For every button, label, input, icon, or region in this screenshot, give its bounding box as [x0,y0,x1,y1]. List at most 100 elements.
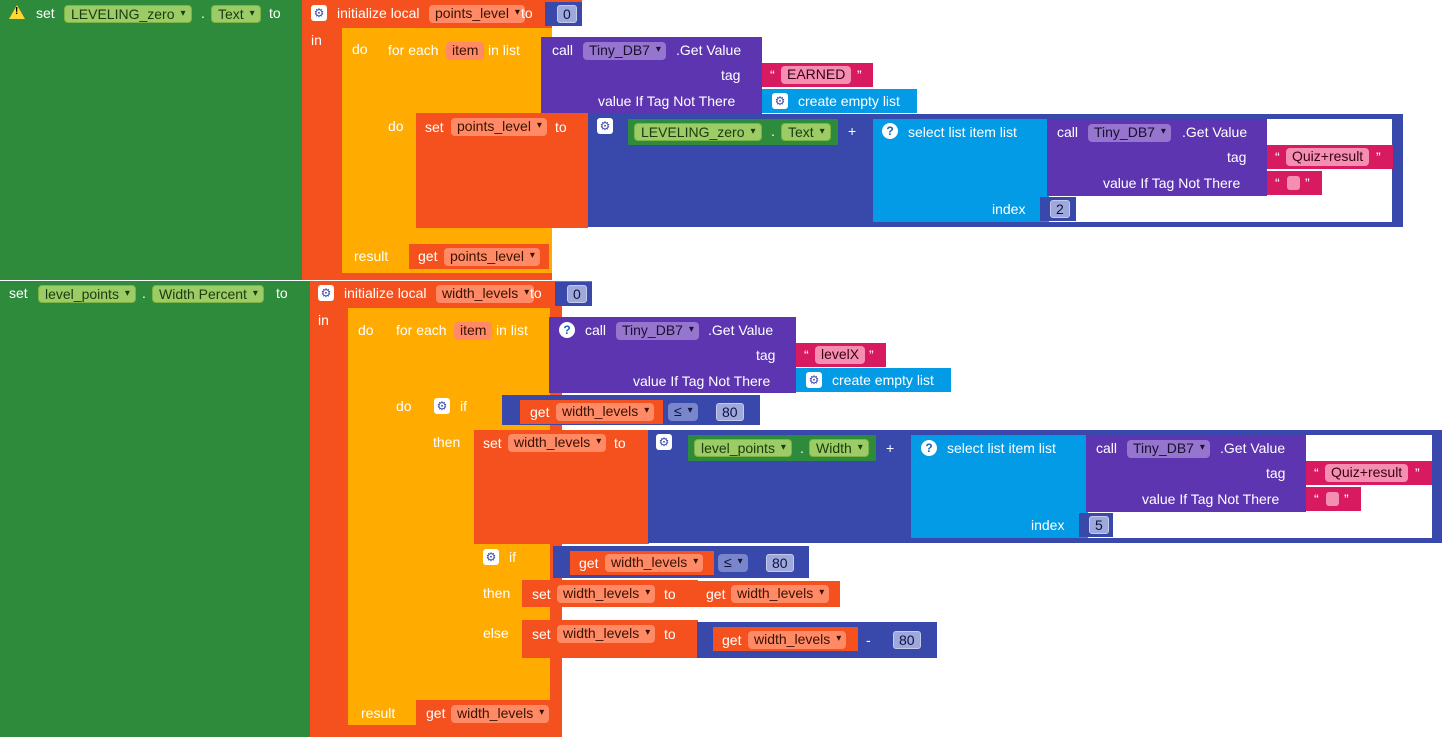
help-icon[interactable]: ? [882,123,898,139]
warning-mark: ! [15,6,19,17]
help-icon[interactable]: ? [559,322,575,338]
set-var-dropdown[interactable]: width_levels [557,625,656,643]
gear-icon[interactable]: ⚙ [318,285,334,301]
set-var-dropdown[interactable]: points_level [451,118,547,136]
set-var-dropdown[interactable]: width_levels [557,585,656,603]
property-dropdown[interactable]: Text [781,123,831,141]
number-field[interactable]: 2 [1050,200,1070,218]
create-empty-label: create empty list [798,93,900,109]
get-keyword: get [426,705,446,721]
component-dropdown[interactable]: LEVELING_zero [64,5,192,23]
operator-dropdown[interactable]: ≤ [718,554,748,572]
init-local-label: initialize local [337,5,420,21]
set-keyword: set [425,119,444,135]
number-field[interactable]: 80 [766,554,794,572]
set-var-dropdown[interactable]: width_levels [508,434,607,452]
get-var-dropdown[interactable]: width_levels [605,554,704,572]
set-block-leveling-zero[interactable] [0,0,302,280]
to-keyword: to [269,5,281,21]
text-field[interactable]: levelX [815,346,866,364]
empty-text-field[interactable] [1326,492,1339,506]
number-field[interactable]: 0 [557,5,577,23]
gear-icon[interactable]: ⚙ [311,5,327,21]
set-block-level-points[interactable] [0,281,310,737]
gear-icon[interactable]: ⚙ [806,372,822,388]
select-list-item-block[interactable] [911,435,1088,538]
get-var-dropdown[interactable]: width_levels [556,403,655,421]
valueif-label: value If Tag Not There [1142,491,1280,507]
dot-label: . [142,285,146,301]
else-keyword: else [483,625,509,641]
quote-close: ” [869,347,874,363]
result-keyword: result [354,248,389,264]
quote-close: ” [1376,149,1381,165]
call-keyword: call [1057,124,1079,140]
local-var-name[interactable]: points_level [429,5,525,23]
db-dropdown[interactable]: Tiny_DB7 [616,322,699,340]
gear-icon[interactable]: ⚙ [434,398,450,414]
if-keyword: if [509,549,516,565]
quote-close: ” [1305,175,1310,191]
get-var-dropdown[interactable]: width_levels [451,705,550,723]
number-field[interactable]: 0 [567,285,587,303]
create-empty-label: create empty list [832,372,934,388]
if-then-else-block[interactable] [474,545,530,670]
quote-open: “ [1314,491,1319,507]
number-field[interactable]: 80 [893,631,921,649]
item-var[interactable]: item [446,42,485,60]
quote-close: ” [1344,491,1349,507]
dot-label: . [800,440,804,456]
local-var-name[interactable]: width_levels [436,285,535,303]
getvalue-label: .Get Value [1220,440,1286,456]
text-field[interactable]: EARNED [781,66,852,84]
text-field[interactable]: Quiz+result [1286,148,1370,166]
empty-text-field[interactable] [1287,176,1300,190]
get-var-dropdown[interactable]: width_levels [748,631,847,649]
get-keyword: get [706,586,726,602]
quote-open: “ [1275,149,1280,165]
set-keyword: set [9,285,28,301]
plus-label: + [886,440,895,456]
help-icon[interactable]: ? [921,440,937,456]
warning-icon[interactable] [9,5,25,19]
do-keyword: do [352,41,368,57]
gear-icon[interactable]: ⚙ [597,118,613,134]
call-keyword: call [552,42,574,58]
component-dropdown[interactable]: LEVELING_zero [634,123,762,141]
db-dropdown[interactable]: Tiny_DB7 [1127,440,1210,458]
gear-icon[interactable]: ⚙ [483,549,499,565]
db-dropdown[interactable]: Tiny_DB7 [1088,124,1171,142]
operator-dropdown[interactable]: ≤ [668,403,698,421]
item-var[interactable]: item [454,322,493,340]
to-keyword: to [276,285,288,301]
component-dropdown[interactable]: level_points [38,285,136,303]
quote-close: ” [1415,465,1420,481]
db-dropdown[interactable]: Tiny_DB7 [583,42,666,60]
getvalue-label: .Get Value [1182,124,1248,140]
component-dropdown[interactable]: level_points [694,439,792,457]
to-keyword: to [664,626,676,642]
get-var-dropdown[interactable]: points_level [444,248,540,266]
select-list-item-block[interactable] [873,119,1049,222]
number-field[interactable]: 80 [716,403,744,421]
quote-open: “ [1275,175,1280,191]
text-field[interactable]: Quiz+result [1325,464,1409,482]
then-keyword: then [433,434,461,450]
property-dropdown[interactable]: Width Percent [152,285,264,303]
in-list-keyword: in list [496,322,528,338]
to-keyword: to [521,5,533,21]
gear-icon[interactable]: ⚙ [772,93,788,109]
for-each-keyword: for each [388,42,439,58]
gear-icon[interactable]: ⚙ [656,434,672,450]
valueif-label: value If Tag Not There [598,93,736,109]
to-keyword: to [664,586,676,602]
for-each-keyword: for each [396,322,447,338]
do-keyword: do [396,398,412,414]
quote-open: “ [1314,465,1319,481]
set-keyword: set [532,586,551,602]
get-var-dropdown[interactable]: width_levels [731,585,830,603]
property-dropdown[interactable]: Width [809,439,869,457]
tag-keyword: tag [721,67,741,83]
number-field[interactable]: 5 [1089,516,1109,534]
property-dropdown[interactable]: Text [211,5,261,23]
